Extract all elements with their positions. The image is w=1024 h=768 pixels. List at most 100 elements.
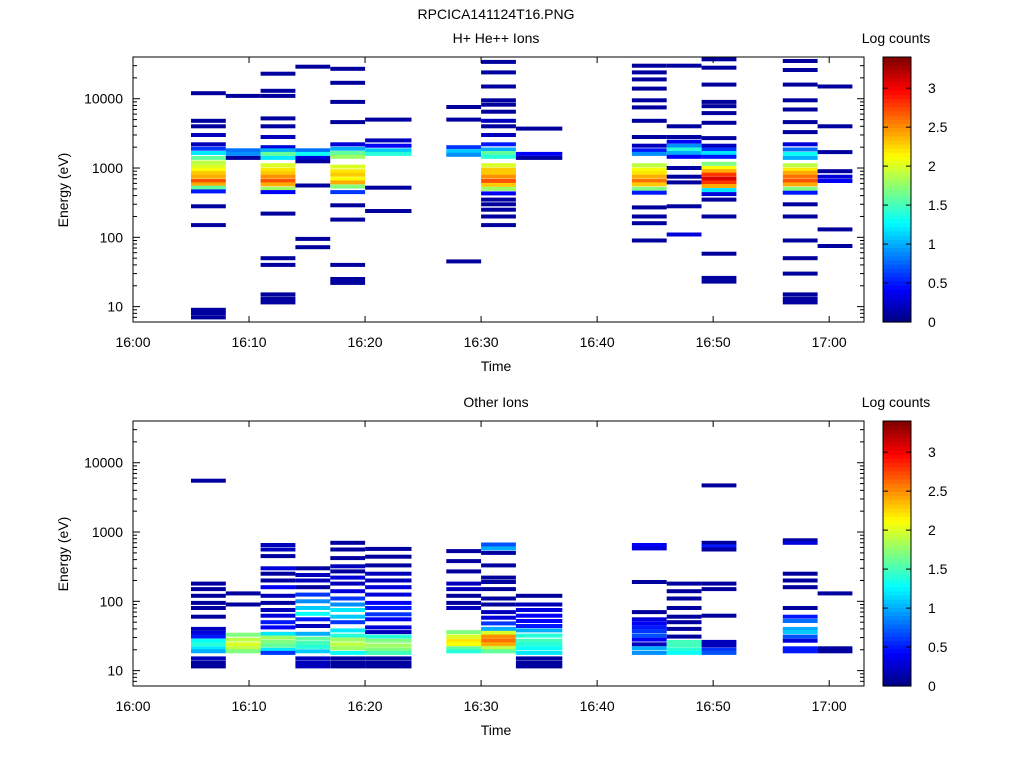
spectrogram-cell xyxy=(515,638,563,643)
x-tick-label: 17:00 xyxy=(812,698,847,714)
spectrogram-cell xyxy=(446,105,482,109)
spectrogram-cell xyxy=(782,147,818,152)
spectrogram-cell xyxy=(260,124,296,129)
colorbar-segment xyxy=(883,85,911,91)
colorbar-segment xyxy=(883,69,911,75)
spectrogram-cell xyxy=(782,638,818,643)
colorbar-segment xyxy=(883,152,911,157)
spectrogram-cell xyxy=(631,174,667,179)
colorbar-frame xyxy=(882,56,912,323)
spectrogram-cell xyxy=(481,84,516,89)
colorbar-segment xyxy=(883,127,911,133)
spectrogram-cell xyxy=(782,120,818,125)
spectrogram-cell xyxy=(782,538,818,543)
spectrogram-cell xyxy=(295,636,331,641)
colorbar-segment xyxy=(883,454,911,459)
y-axis-label: Energy (eV) xyxy=(55,153,71,228)
spectrogram-cell xyxy=(295,644,331,649)
spectrogram-cell xyxy=(631,617,667,622)
spectrogram-cell xyxy=(191,204,226,209)
spectrogram-cell xyxy=(330,656,366,661)
spectrogram-cell xyxy=(515,602,563,607)
spectrogram-cell xyxy=(365,606,412,610)
spectrogram-cell xyxy=(631,105,667,110)
spectrogram-cell xyxy=(515,628,563,633)
spectrogram-cell xyxy=(515,151,563,156)
spectrogram-cell xyxy=(365,634,412,639)
colorbar-segment xyxy=(883,437,911,443)
spectrogram-cell xyxy=(191,642,226,647)
y-tick-label: 1000 xyxy=(92,524,123,540)
spectrogram-cell xyxy=(631,625,667,630)
spectrogram-cell xyxy=(191,223,226,228)
colorbar-label: Log counts xyxy=(862,394,931,410)
colorbar-segment xyxy=(883,247,911,253)
spectrogram-cell xyxy=(330,151,366,155)
colorbar-segment xyxy=(883,131,911,137)
spectrogram-cell xyxy=(782,174,818,179)
spectrogram-cell xyxy=(701,587,737,592)
colorbar-segment xyxy=(883,57,911,62)
colorbar-segment xyxy=(883,317,911,323)
spectrogram-cell xyxy=(515,646,563,651)
spectrogram-cell xyxy=(330,589,366,594)
colorbar-segment xyxy=(883,586,911,592)
spectrogram-cell xyxy=(330,596,366,601)
colorbar-segment xyxy=(883,148,911,153)
spectrogram-cell xyxy=(191,179,226,183)
spectrogram-cell xyxy=(701,643,737,648)
colorbar-segment xyxy=(883,673,911,679)
colorbar-segment xyxy=(883,603,911,608)
spectrogram-cell xyxy=(666,620,702,625)
spectrogram-cell xyxy=(330,142,366,147)
spectrogram-cell xyxy=(330,556,366,561)
spectrogram-cell xyxy=(481,202,516,207)
spectrogram-cell xyxy=(666,139,702,144)
colorbar-segment xyxy=(883,425,911,430)
colorbar-segment xyxy=(883,499,911,505)
spectrogram-cell xyxy=(701,99,737,104)
spectrogram-cell xyxy=(782,630,818,635)
x-tick-label: 16:00 xyxy=(115,334,150,350)
spectrogram-cell xyxy=(481,638,516,643)
spectrogram-cell xyxy=(782,82,818,87)
spectrogram-cell xyxy=(191,311,226,316)
spectrogram-cell xyxy=(225,591,261,596)
spectrogram-cell xyxy=(446,646,482,651)
spectrogram-cell xyxy=(631,650,667,655)
spectrogram-cell xyxy=(701,104,737,109)
spectrogram-cell xyxy=(481,147,516,152)
spectrogram-cell xyxy=(191,593,226,598)
colorbar-segment xyxy=(883,483,911,488)
x-axis-label: Time xyxy=(481,358,512,374)
spectrogram-cell xyxy=(225,632,261,637)
spectrogram-cell xyxy=(330,184,366,189)
spectrogram-cell xyxy=(782,59,818,63)
spectrogram-cell xyxy=(701,251,737,256)
colorbar-segment xyxy=(883,478,911,484)
spectrogram-cell xyxy=(782,202,818,207)
colorbar-segment xyxy=(883,81,911,87)
spectrogram-cell xyxy=(191,151,226,155)
x-tick-label: 16:40 xyxy=(580,334,615,350)
spectrogram-cell xyxy=(481,118,516,123)
colorbar-segment xyxy=(883,218,911,224)
spectrogram-cell xyxy=(515,642,563,647)
spectrogram-cell xyxy=(260,547,296,552)
colorbar-segment xyxy=(883,106,911,112)
spectrogram-cell xyxy=(631,214,667,219)
spectrogram-cell xyxy=(666,614,702,619)
spectrogram-cell xyxy=(446,649,482,654)
spectrogram-cell xyxy=(330,642,366,647)
spectrogram-cell xyxy=(260,71,296,76)
colorbar-tick-label: 1 xyxy=(928,236,936,252)
spectrogram-cell xyxy=(701,581,737,586)
colorbar-segment xyxy=(883,429,911,435)
spectrogram-cell xyxy=(631,633,667,638)
colorbar-segment xyxy=(883,143,911,149)
spectrogram-cell xyxy=(446,606,482,610)
spectrogram-cell xyxy=(260,292,296,297)
spectrogram-cell xyxy=(631,546,667,551)
x-tick-label: 16:00 xyxy=(115,698,150,714)
x-tick-label: 16:10 xyxy=(232,334,267,350)
